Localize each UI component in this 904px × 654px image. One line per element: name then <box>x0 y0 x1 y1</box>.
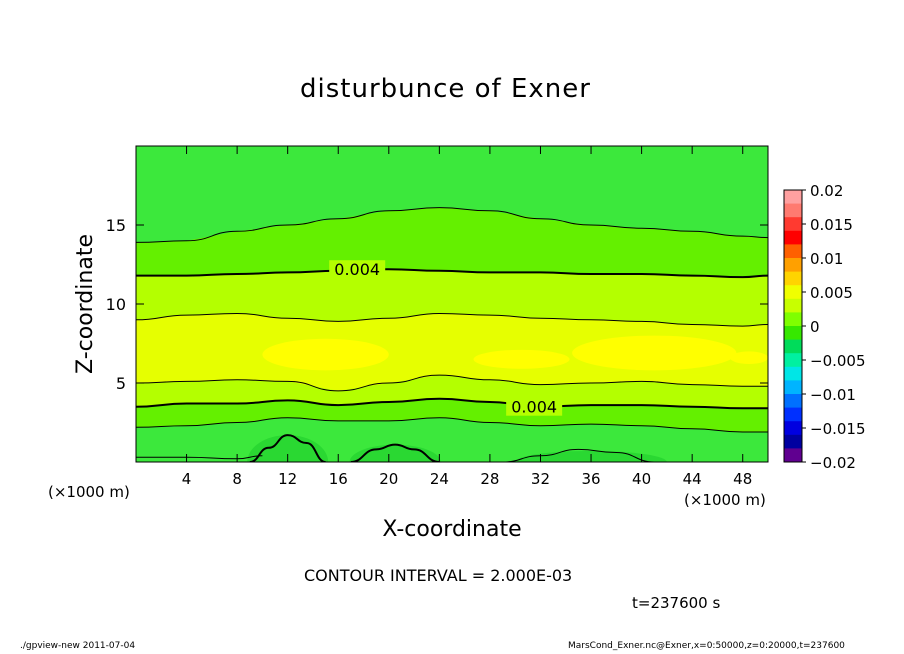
colorbar-swatch <box>784 448 802 463</box>
x-tick-label: 44 <box>683 470 702 488</box>
colorbar-swatch <box>784 217 802 232</box>
colorbar-swatch <box>784 203 802 218</box>
y-tick-label: 15 <box>106 216 126 235</box>
x-tick-label: 24 <box>430 470 449 488</box>
x-tick-label: 8 <box>232 470 242 488</box>
contour-line <box>136 397 768 410</box>
colorbar-label: 0.02 <box>810 182 843 200</box>
y-axis-label: Z-coordinate <box>73 234 98 374</box>
time-stamp: t=237600 s <box>632 594 721 612</box>
field-surface-minimum <box>247 435 329 462</box>
footer-left: ./gpview-new 2011-07-04 <box>20 641 136 651</box>
chart-title: disturbunce of Exner <box>300 74 591 104</box>
colorbar-label: 0.015 <box>810 216 853 234</box>
colorbar-swatch <box>784 271 802 286</box>
contour-interval-note: CONTOUR INTERVAL = 2.000E-03 <box>304 566 573 585</box>
colorbar-swatch <box>784 366 802 381</box>
colorbar-swatch <box>784 190 802 205</box>
colorbar-label: 0.01 <box>810 250 843 268</box>
field-maximum <box>473 349 570 369</box>
contour-labels: 0.004 0.004 <box>329 260 563 417</box>
colorbar-swatch <box>784 312 802 327</box>
colorbar-label: −0.005 <box>810 352 866 370</box>
colorbar-swatch <box>784 353 802 368</box>
contour-line <box>136 268 768 279</box>
contour-lines <box>136 207 768 462</box>
colorbar-label: −0.02 <box>810 454 856 472</box>
colorbar-swatch <box>784 285 802 300</box>
contour-label-bg <box>506 397 563 416</box>
x-tick-label: 36 <box>581 470 600 488</box>
contour-line <box>502 448 655 462</box>
colorbar-swatch <box>784 339 802 354</box>
x-unit-label-right: (×1000 m) <box>684 491 766 509</box>
x-tick-label: 40 <box>632 470 651 488</box>
contour-fill-field <box>136 146 768 462</box>
colorbar-swatch <box>784 380 802 395</box>
footer-right: MarsCond_Exner.nc@Exner,x=0:50000,z=0:20… <box>568 641 845 651</box>
contour-line <box>136 312 768 327</box>
colorbar-label: 0.005 <box>810 284 853 302</box>
colorbar-swatch <box>784 394 802 409</box>
field-maximum <box>730 351 768 365</box>
contour-line <box>136 455 263 460</box>
colorbar-swatch <box>784 326 802 341</box>
contour-line <box>136 207 768 243</box>
x-axis-label: X-coordinate <box>382 517 521 542</box>
x-axis-ticks: 4 8 12 16 20 24 28 32 36 40 44 48 <box>182 146 752 488</box>
colorbar-swatch <box>784 407 802 422</box>
field-maximum <box>262 338 389 371</box>
y-axis-ticks: 5 10 15 <box>106 216 768 393</box>
contour-label: 0.004 <box>334 260 380 279</box>
y-tick-label: 10 <box>106 295 126 314</box>
contour-label-bg <box>329 260 386 279</box>
colorbar-label: −0.01 <box>810 386 856 404</box>
contour-label: 0.004 <box>511 398 557 417</box>
colorbar-swatch <box>784 258 802 273</box>
contour-line <box>350 443 440 462</box>
y-tick-label: 5 <box>116 374 126 393</box>
x-tick-label: 12 <box>278 470 297 488</box>
x-tick-label: 28 <box>480 470 499 488</box>
colorbar-swatch <box>784 421 802 436</box>
contour-line <box>249 434 326 462</box>
colorbar-swatch <box>784 434 802 449</box>
colorbar-label: 0 <box>810 318 820 336</box>
contour-line <box>136 417 768 433</box>
colorbar-swatch <box>784 244 802 259</box>
colorbar-swatch <box>784 230 802 245</box>
contour-line <box>136 374 768 392</box>
x-tick-label: 4 <box>182 470 192 488</box>
field-band-high <box>136 313 768 391</box>
colorbar-label: −0.015 <box>810 420 866 438</box>
field-maximum <box>572 335 737 371</box>
colorbar: 0.02 0.015 0.01 0.005 0 −0.005 −0.01 −0.015 −0.0… <box>783 182 866 472</box>
x-tick-label: 20 <box>379 470 398 488</box>
x-tick-label: 32 <box>531 470 550 488</box>
x-tick-label: 48 <box>733 470 752 488</box>
x-unit-label-left: (×1000 m) <box>48 483 130 501</box>
x-tick-label: 16 <box>329 470 348 488</box>
colorbar-swatch <box>784 298 802 313</box>
